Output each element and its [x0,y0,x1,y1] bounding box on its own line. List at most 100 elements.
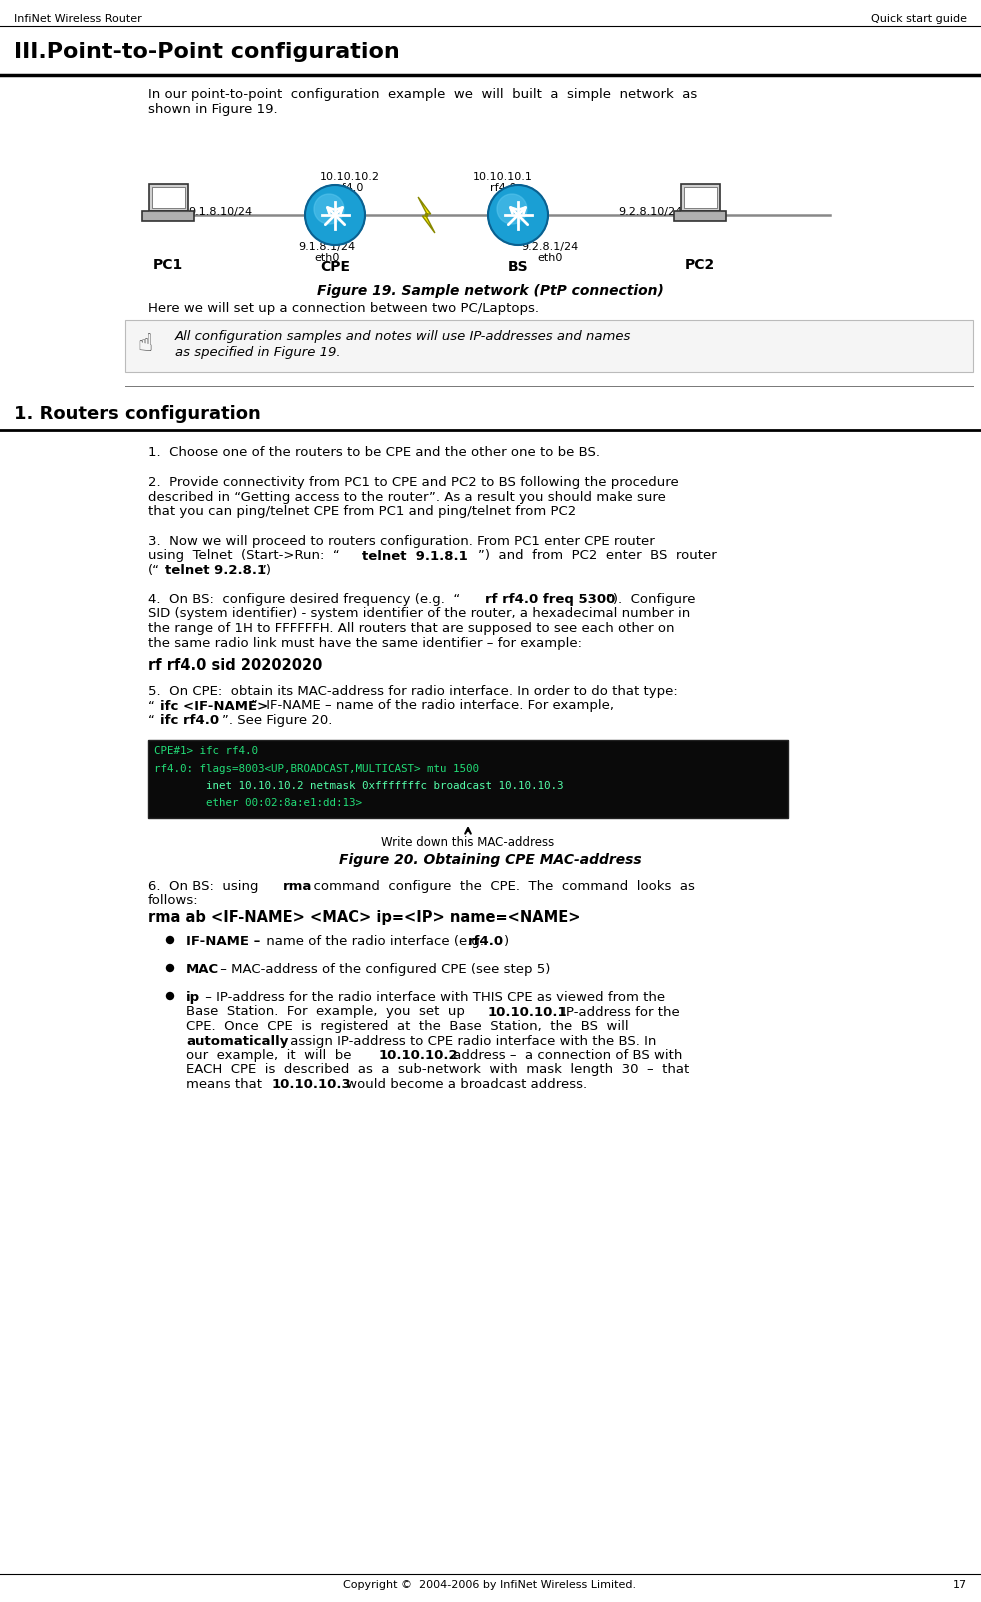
Circle shape [305,184,365,245]
Text: ifc <IF-NAME>: ifc <IF-NAME> [160,700,268,713]
Text: 6.  On BS:  using: 6. On BS: using [148,879,267,892]
Text: Base  Station.  For  example,  you  set  up: Base Station. For example, you set up [186,1006,474,1019]
Text: Figure 20. Obtaining CPE MAC-address: Figure 20. Obtaining CPE MAC-address [338,852,642,867]
Text: BS: BS [508,260,529,274]
Text: rf rf4.0 sid 20202020: rf rf4.0 sid 20202020 [148,658,323,673]
Text: the range of 1H to FFFFFFH. All routers that are supposed to see each other on: the range of 1H to FFFFFFH. All routers … [148,622,675,634]
Text: means that: means that [186,1078,271,1091]
Text: automatically: automatically [186,1035,288,1048]
Text: – MAC-address of the configured CPE (see step 5): – MAC-address of the configured CPE (see… [216,963,550,976]
Text: 2.  Provide connectivity from PC1 to CPE and PC2 to BS following the procedure: 2. Provide connectivity from PC1 to CPE … [148,476,679,489]
Circle shape [488,184,548,245]
Text: 9.2.8.1/24: 9.2.8.1/24 [521,242,579,252]
Text: EACH  CPE  is  described  as  a  sub-network  with  mask  length  30  –  that: EACH CPE is described as a sub-network w… [186,1064,690,1077]
Text: would become a broadcast address.: would become a broadcast address. [342,1078,587,1091]
Text: – IP-address for the radio interface with THIS CPE as viewed from the: – IP-address for the radio interface wit… [201,992,665,1004]
Text: ”)  and  from  PC2  enter  BS  router: ”) and from PC2 enter BS router [478,549,717,562]
Text: PC2: PC2 [685,258,715,272]
Text: In our point-to-point  configuration  example  we  will  built  a  simple  netwo: In our point-to-point configuration exam… [148,88,697,101]
Text: SID (system identifier) - system identifier of the router, a hexadecimal number : SID (system identifier) - system identif… [148,607,691,620]
Text: rma: rma [283,879,312,892]
Text: that you can ping/telnet CPE from PC1 and ping/telnet from PC2: that you can ping/telnet CPE from PC1 an… [148,505,576,517]
Text: “: “ [148,700,155,713]
Text: CPE.  Once  CPE  is  registered  at  the  Base  Station,  the  BS  will: CPE. Once CPE is registered at the Base … [186,1020,629,1033]
Circle shape [314,194,344,224]
Text: Quick start guide: Quick start guide [871,14,967,24]
Text: IF-NAME –: IF-NAME – [186,936,260,948]
Text: inet 10.10.10.2 netmask 0xfffffffc broadcast 10.10.10.3: inet 10.10.10.2 netmask 0xfffffffc broad… [154,782,563,791]
FancyBboxPatch shape [684,186,716,208]
Text: rf rf4.0 freq 5300: rf rf4.0 freq 5300 [485,593,615,606]
Text: 5.  On CPE:  obtain its MAC-address for radio interface. In order to do that typ: 5. On CPE: obtain its MAC-address for ra… [148,686,678,698]
Text: ether 00:02:8a:e1:dd:13>: ether 00:02:8a:e1:dd:13> [154,798,362,809]
FancyBboxPatch shape [148,740,788,819]
FancyBboxPatch shape [148,184,187,211]
FancyBboxPatch shape [674,211,726,221]
Text: ”. See Figure 20.: ”. See Figure 20. [222,714,333,727]
Circle shape [497,194,527,224]
Text: as specified in Figure 19.: as specified in Figure 19. [175,346,340,359]
Text: 3.  Now we will proceed to routers configuration. From PC1 enter CPE router: 3. Now we will proceed to routers config… [148,535,654,548]
Circle shape [167,937,174,944]
Text: 9.1.8.1/24: 9.1.8.1/24 [298,242,355,252]
Text: ”).  Configure: ”). Configure [606,593,696,606]
Text: MAC: MAC [186,963,219,976]
Text: eth0: eth0 [538,253,563,263]
Text: 9.2.8.10/24: 9.2.8.10/24 [618,207,682,216]
FancyBboxPatch shape [142,211,194,221]
Text: the same radio link must have the same identifier – for example:: the same radio link must have the same i… [148,636,582,649]
Text: rf4.0: rf4.0 [336,183,363,192]
Text: 1.  Choose one of the routers to be CPE and the other one to be BS.: 1. Choose one of the routers to be CPE a… [148,445,600,460]
Text: ip: ip [186,992,200,1004]
Circle shape [167,993,174,1000]
Text: PC1: PC1 [153,258,183,272]
Text: Write down this MAC-address: Write down this MAC-address [382,836,554,849]
Circle shape [167,964,174,971]
Text: CPE#1> ifc rf4.0: CPE#1> ifc rf4.0 [154,747,258,756]
Text: (“: (“ [148,564,160,577]
Text: Here we will set up a connection between two PC/Laptops.: Here we will set up a connection between… [148,303,539,316]
Text: ”): ”) [260,564,272,577]
Text: telnet  9.1.8.1: telnet 9.1.8.1 [362,549,468,562]
Text: using  Telnet  (Start->Run:  “: using Telnet (Start->Run: “ [148,549,339,562]
Text: 9.1.8.10/24: 9.1.8.10/24 [188,207,252,216]
Text: InfiNet Wireless Router: InfiNet Wireless Router [14,14,141,24]
Text: rma ab <IF-NAME> <MAC> ip=<IP> name=<NAME>: rma ab <IF-NAME> <MAC> ip=<IP> name=<NAM… [148,910,581,924]
FancyBboxPatch shape [151,186,184,208]
Text: command  configure  the  CPE.  The  command  looks  as: command configure the CPE. The command l… [305,879,695,892]
Text: address –  a connection of BS with: address – a connection of BS with [449,1049,683,1062]
Text: ): ) [504,936,509,948]
Text: Copyright ©  2004-2006 by InfiNet Wireless Limited.: Copyright © 2004-2006 by InfiNet Wireles… [343,1580,637,1591]
Text: rf4.0: rf4.0 [468,936,504,948]
Text: ”. IF-NAME – name of the radio interface. For example,: ”. IF-NAME – name of the radio interface… [251,700,614,713]
Polygon shape [418,197,435,232]
Text: ☝: ☝ [137,332,153,356]
Text: Figure 19. Sample network (PtP connection): Figure 19. Sample network (PtP connectio… [317,284,663,298]
Text: follows:: follows: [148,894,198,907]
Text: 10.10.10.1: 10.10.10.1 [488,1006,568,1019]
Text: III.Point-to-Point configuration: III.Point-to-Point configuration [14,42,399,62]
Text: 4.  On BS:  configure desired frequency (e.g.  “: 4. On BS: configure desired frequency (e… [148,593,460,606]
Text: “: “ [148,714,155,727]
Text: 10.10.10.1: 10.10.10.1 [473,171,533,183]
Text: ifc rf4.0: ifc rf4.0 [160,714,219,727]
Text: IP-address for the: IP-address for the [558,1006,680,1019]
Text: 17: 17 [953,1580,967,1591]
Text: name of the radio interface (e.g.: name of the radio interface (e.g. [262,936,489,948]
Text: eth0: eth0 [314,253,339,263]
Text: described in “Getting access to the router”. As a result you should make sure: described in “Getting access to the rout… [148,490,666,503]
Text: 1. Routers configuration: 1. Routers configuration [14,405,261,423]
Text: telnet 9.2.8.1: telnet 9.2.8.1 [165,564,266,577]
Text: rf4.0: flags=8003<UP,BROADCAST,MULTICAST> mtu 1500: rf4.0: flags=8003<UP,BROADCAST,MULTICAST… [154,764,479,774]
Text: 10.10.10.2: 10.10.10.2 [320,171,380,183]
FancyBboxPatch shape [681,184,719,211]
Text: 10.10.10.3: 10.10.10.3 [272,1078,352,1091]
Text: rf4.0: rf4.0 [490,183,516,192]
Text: assign IP-address to CPE radio interface with the BS. In: assign IP-address to CPE radio interface… [286,1035,656,1048]
Text: CPE: CPE [320,260,350,274]
Text: shown in Figure 19.: shown in Figure 19. [148,103,278,115]
Text: 10.10.10.2: 10.10.10.2 [379,1049,459,1062]
Text: our  example,  it  will  be: our example, it will be [186,1049,360,1062]
Text: All configuration samples and notes will use IP-addresses and names: All configuration samples and notes will… [175,330,632,343]
FancyBboxPatch shape [125,320,973,372]
